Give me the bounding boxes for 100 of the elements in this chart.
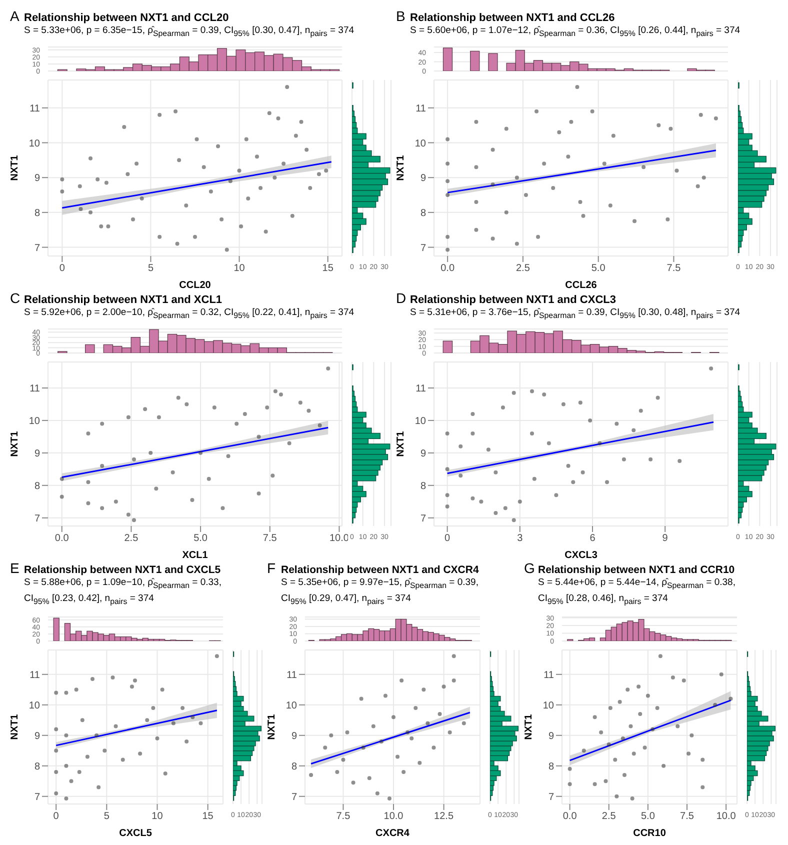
point bbox=[400, 678, 404, 682]
point bbox=[714, 116, 718, 120]
point bbox=[126, 415, 130, 420]
point bbox=[608, 203, 612, 208]
y-tick-label: 9 bbox=[548, 730, 554, 742]
point bbox=[318, 423, 322, 428]
x-tick-label: 0.0 bbox=[440, 263, 455, 274]
point bbox=[151, 706, 156, 710]
point bbox=[655, 706, 660, 710]
point bbox=[414, 706, 418, 710]
point bbox=[636, 684, 641, 689]
chart-title: Relationship between NXT1 and CCL26 bbox=[410, 12, 616, 24]
point bbox=[614, 422, 619, 426]
x-tick-label: 7.5 bbox=[666, 263, 682, 274]
x-tick-label: 12.5 bbox=[434, 811, 454, 822]
point bbox=[568, 782, 572, 786]
point bbox=[174, 109, 178, 114]
point bbox=[145, 718, 150, 722]
point bbox=[662, 764, 666, 768]
point bbox=[220, 217, 224, 222]
y-tick-label: 10 bbox=[28, 416, 40, 428]
point bbox=[676, 724, 680, 728]
point bbox=[503, 506, 508, 510]
point bbox=[102, 748, 107, 753]
point bbox=[462, 721, 466, 726]
point bbox=[582, 748, 586, 753]
point bbox=[80, 718, 84, 722]
x-tick-label: 7.5 bbox=[262, 533, 278, 544]
y-tick-label: 7 bbox=[34, 513, 40, 524]
x-tick-label: 15 bbox=[202, 811, 214, 822]
point bbox=[208, 190, 213, 194]
point bbox=[452, 678, 456, 682]
y-tick-label: 11 bbox=[416, 384, 426, 395]
y-tick-label: 10 bbox=[414, 416, 426, 428]
x-axis-title: CCL20 bbox=[179, 280, 212, 291]
point bbox=[64, 796, 68, 801]
point bbox=[598, 441, 602, 446]
y-axis-title: NXT1 bbox=[524, 714, 535, 740]
point bbox=[60, 494, 64, 499]
point bbox=[304, 148, 309, 152]
point bbox=[88, 156, 93, 160]
point bbox=[512, 518, 516, 522]
point bbox=[500, 405, 505, 410]
chart-title: Relationship between NXT1 and CXCL3 bbox=[410, 294, 617, 306]
point bbox=[114, 724, 118, 728]
point bbox=[272, 176, 277, 180]
chart-title: Relationship between NXT1 and XCL1 bbox=[24, 294, 224, 306]
text: S = 5.44e+06, p = 5.44e−14, ρ̂$_{Spearman}$ = 0.38, CI$_{95%}$ [0.28, 0.46], n$_{pairs}$ = 374 bbox=[538, 577, 736, 606]
point bbox=[608, 706, 612, 710]
point bbox=[94, 733, 99, 738]
y-tick-label: 11 bbox=[286, 670, 298, 681]
y-axis-title: NXT1 bbox=[10, 430, 21, 457]
x-tick-label: 5.0 bbox=[591, 263, 606, 274]
x-tick-label: 10 bbox=[234, 263, 246, 274]
point bbox=[309, 773, 314, 778]
point bbox=[256, 434, 261, 439]
point bbox=[632, 428, 636, 432]
text: B bbox=[396, 8, 406, 24]
point bbox=[273, 389, 278, 394]
point bbox=[568, 766, 572, 771]
y-axis-title: NXT1 bbox=[10, 154, 21, 181]
point bbox=[494, 511, 498, 516]
point bbox=[668, 126, 673, 131]
point bbox=[214, 654, 219, 658]
point bbox=[686, 752, 691, 756]
point bbox=[445, 504, 450, 509]
y-tick-label: 9 bbox=[34, 173, 40, 184]
point bbox=[359, 696, 364, 701]
point bbox=[592, 782, 597, 786]
y-tick-label: 9 bbox=[291, 730, 298, 742]
y-tick-label: 10 bbox=[28, 700, 40, 712]
point bbox=[542, 162, 546, 166]
point bbox=[446, 248, 450, 252]
point bbox=[106, 224, 110, 228]
point bbox=[622, 773, 626, 778]
point bbox=[361, 746, 366, 750]
x-tick-label: 9 bbox=[662, 533, 668, 544]
point bbox=[246, 196, 250, 200]
text: E bbox=[10, 560, 20, 576]
x-tick-label: 6 bbox=[590, 533, 596, 544]
point bbox=[592, 715, 597, 720]
point bbox=[383, 694, 388, 698]
point bbox=[134, 162, 139, 166]
point bbox=[534, 109, 539, 114]
y-tick-label: 10 bbox=[542, 700, 554, 712]
point bbox=[54, 791, 58, 796]
point bbox=[198, 450, 203, 455]
point bbox=[202, 165, 206, 170]
point bbox=[285, 84, 290, 89]
y-tick-label: 11 bbox=[30, 670, 40, 681]
point bbox=[490, 148, 495, 152]
point bbox=[170, 470, 175, 474]
y-tick-label: 7 bbox=[34, 242, 40, 254]
point bbox=[524, 193, 528, 198]
point bbox=[264, 230, 268, 234]
point bbox=[86, 431, 90, 436]
point bbox=[177, 158, 182, 162]
point bbox=[184, 203, 188, 208]
point bbox=[554, 493, 558, 498]
y-axis-title: NXT1 bbox=[10, 714, 21, 740]
